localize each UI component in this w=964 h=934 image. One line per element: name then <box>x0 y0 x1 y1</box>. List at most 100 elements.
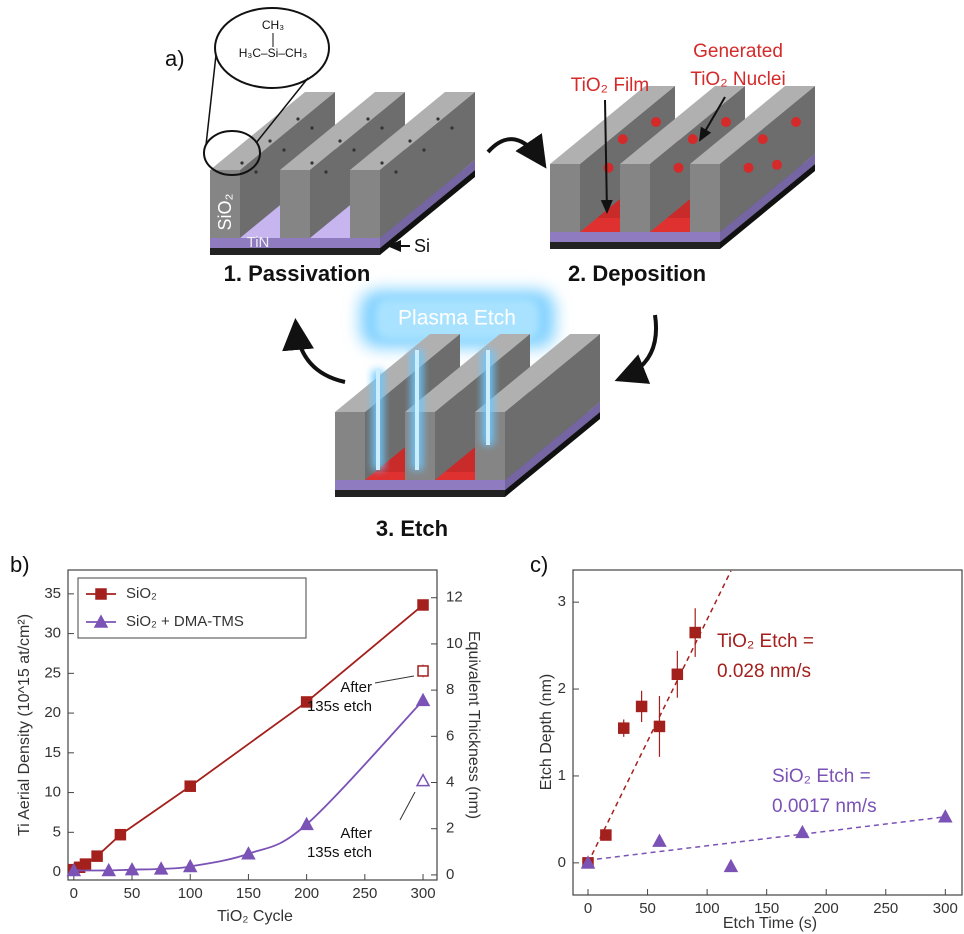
y-tick-label: 15 <box>44 744 61 761</box>
panel-label: a) <box>165 46 185 71</box>
methyl-group <box>436 117 439 120</box>
data-point <box>417 694 429 705</box>
nuclei-label: TiO₂ Nuclei <box>690 69 785 90</box>
x-tick-label: 300 <box>411 885 436 902</box>
methyl-group <box>380 161 383 164</box>
data-point <box>417 775 429 786</box>
methyl-group <box>310 126 313 129</box>
data-point <box>654 721 664 731</box>
methyl-group <box>380 126 383 129</box>
tio2-nucleus <box>618 134 628 144</box>
tio2-nucleus <box>721 117 731 127</box>
y-axis-title: Etch Depth (nm) <box>538 674 555 790</box>
methyl-group <box>394 170 397 173</box>
sio2-fin <box>620 164 650 232</box>
tio2-nucleus <box>758 134 768 144</box>
x-tick-label: 50 <box>124 885 141 902</box>
data-point <box>939 811 951 822</box>
methyl-group <box>366 117 369 120</box>
y-tick-label: 35 <box>44 585 61 602</box>
x-tick-label: 0 <box>70 885 78 902</box>
tio2-nucleus <box>651 117 661 127</box>
x-tick-label: 200 <box>814 900 839 917</box>
step-label: 1. Passivation <box>224 261 371 286</box>
nuclei-label: Generated <box>693 41 783 62</box>
annotation: After <box>340 679 372 696</box>
si-label: Si <box>414 236 430 256</box>
x-tick-label: 0 <box>584 900 592 917</box>
annotation: After <box>340 825 372 842</box>
methyl-group <box>254 170 257 173</box>
panel-label: c) <box>530 552 548 577</box>
y-tick-label: 25 <box>44 664 61 681</box>
tio2-nucleus <box>674 163 684 173</box>
x-tick-label: 250 <box>873 900 898 917</box>
data-point <box>637 701 647 711</box>
si-substrate <box>550 242 720 249</box>
fit-line <box>588 817 945 860</box>
tio2-nucleus <box>744 163 754 173</box>
x-axis-title: TiO₂ Cycle <box>217 908 293 925</box>
data-point <box>796 826 808 837</box>
tin-layer <box>335 480 505 490</box>
y-tick-label: 20 <box>44 704 61 721</box>
data-point <box>115 830 125 840</box>
x-tick-label: 150 <box>236 885 261 902</box>
y-axis-title: Ti Aerial Density (10^15 at/cm²) <box>16 614 33 836</box>
annotation: 0.028 nm/s <box>717 661 811 682</box>
data-point <box>185 781 195 791</box>
plasma-beam <box>486 350 490 445</box>
tio2-nucleus <box>604 163 614 173</box>
x-tick-label: 200 <box>294 885 319 902</box>
data-point <box>690 628 700 638</box>
film-label: TiO₂ Film <box>571 75 649 96</box>
si-substrate <box>210 248 380 255</box>
plot-frame <box>573 570 962 895</box>
data-point <box>96 589 106 599</box>
methyl-group <box>422 148 425 151</box>
methyl-group <box>310 161 313 164</box>
figure: CH₃H₃C–Si–CH₃SiO₂TiNSiTiO₂ FilmGenerated… <box>0 0 964 934</box>
tio2-nucleus <box>772 160 782 170</box>
methyl-label: CH₃ <box>262 18 284 32</box>
methyl-group <box>324 170 327 173</box>
x-tick-label: 300 <box>933 900 958 917</box>
legend-label: SiO₂ + DMA-TMS <box>126 613 244 630</box>
tin-layer <box>550 232 720 242</box>
cycle-arrow <box>622 315 656 378</box>
cycle-arrow <box>488 139 542 162</box>
tio2-nucleus <box>791 117 801 127</box>
data-point <box>601 830 611 840</box>
y2-tick-label: 6 <box>446 727 454 744</box>
y2-tick-label: 12 <box>446 589 463 606</box>
y-tick-label: 30 <box>44 625 61 642</box>
methyl-group <box>352 148 355 151</box>
annotation: 0.0017 nm/s <box>772 796 877 817</box>
methyl-group <box>450 126 453 129</box>
methyl-group <box>338 139 341 142</box>
y-tick-label: 10 <box>44 784 61 801</box>
sio2-fin <box>550 164 580 232</box>
plasma-beam <box>376 370 380 470</box>
y-tick-label: 0 <box>53 863 61 880</box>
x-tick-label: 250 <box>352 885 377 902</box>
methyl-group <box>240 161 243 164</box>
sio2-fin <box>350 170 380 238</box>
zoom-line <box>206 55 216 145</box>
tin-label: TiN <box>247 234 270 251</box>
x-axis-title: Etch Time (s) <box>723 915 817 932</box>
legend-label: SiO₂ <box>126 585 157 602</box>
step-label: 2. Deposition <box>568 261 706 286</box>
y2-tick-label: 2 <box>446 820 454 837</box>
annotation-leader <box>400 792 415 820</box>
annotation: SiO₂ Etch = <box>772 766 871 787</box>
data-point <box>619 723 629 733</box>
sio2-fin <box>335 412 365 480</box>
data-point <box>80 859 90 869</box>
plasma-label: Plasma Etch <box>398 307 516 330</box>
x-tick-label: 100 <box>178 885 203 902</box>
methyl-group <box>282 148 285 151</box>
annotation-leader <box>375 676 414 683</box>
y2-tick-label: 4 <box>446 773 454 790</box>
tin-layer <box>210 238 380 248</box>
